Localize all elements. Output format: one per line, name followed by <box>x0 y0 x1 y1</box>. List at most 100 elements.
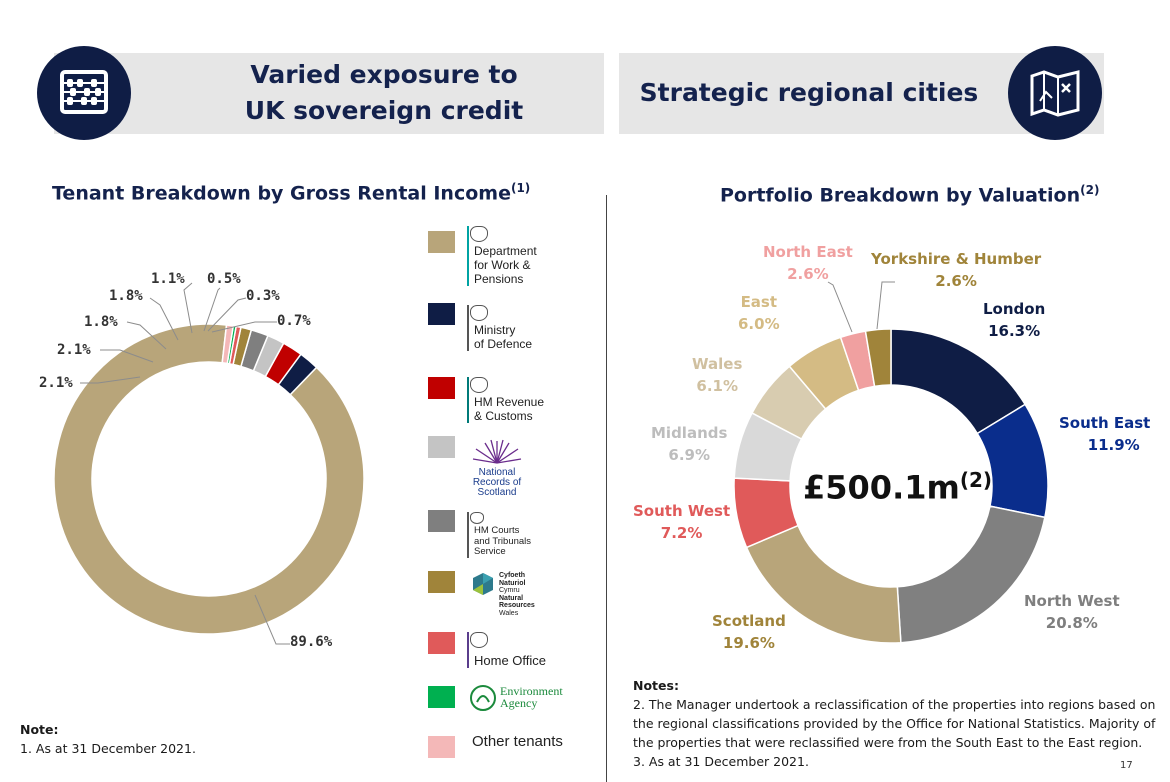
nrs-flower-icon <box>472 439 522 464</box>
nrw-logo-icon <box>473 573 493 595</box>
legend-logo-mod: Ministry of Defence <box>467 305 533 351</box>
left-note-heading: Note: <box>20 722 59 737</box>
legend-nrw-line5: Resources <box>499 602 535 609</box>
legend-swatch-home-office <box>428 632 455 654</box>
legend-nrw-line4: Natural <box>499 594 524 602</box>
legend-mod-line2: of Defence <box>474 337 533 351</box>
portfolio-donut-chart <box>733 328 1049 644</box>
region-label-yorkshire-humber-name: Yorkshire & Humber <box>871 250 1042 268</box>
legend-nrw-line2: Naturiol <box>499 579 526 587</box>
leader-line-3 <box>126 321 167 350</box>
legend-nrw-line3: Cymru <box>499 587 520 594</box>
region-label-yorkshire-humber-value: 2.6% <box>935 272 977 290</box>
legend-logo-home-office: Home Office <box>467 632 546 668</box>
right-notes-line2: 3. As at 31 December 2021. <box>633 754 809 769</box>
portfolio-breakdown-title-note: (2) <box>1080 183 1100 197</box>
region-label-scotland-name: Scotland <box>712 612 786 630</box>
region-label-scotland: Scotland 19.6% <box>712 610 786 654</box>
legend-other-tenants: Other tenants <box>472 733 563 750</box>
region-label-midlands: Midlands 6.9% <box>651 422 727 466</box>
leader-line-7 <box>207 297 247 332</box>
leader-line-9 <box>827 281 853 333</box>
region-label-east-value: 6.0% <box>738 315 780 333</box>
tenant-slice-1 <box>277 353 318 396</box>
legend-hmcts-line3: Service <box>474 546 506 557</box>
leader-line-0 <box>254 594 290 645</box>
hmrc-crest-icon <box>470 377 488 393</box>
region-label-south-west-name: South West <box>633 502 731 520</box>
region-label-north-east-value: 2.6% <box>787 265 829 283</box>
legend-hmrc-line1: HM Revenue <box>474 395 545 409</box>
tenant-breakdown-title: Tenant Breakdown by Gross Rental Income(… <box>52 181 530 204</box>
leader-line-8 <box>211 321 277 333</box>
region-label-wales-value: 6.1% <box>696 377 738 395</box>
region-label-midlands-value: 6.9% <box>668 446 711 464</box>
tenant-breakdown-title-note: (1) <box>510 181 531 195</box>
legend-nrs-line2: Records of <box>472 477 522 488</box>
legend-nrw-line6: Wales <box>499 609 519 617</box>
region-label-south-west: South West 7.2% <box>633 500 730 544</box>
tenant-label-nrs: 1.8% <box>84 314 118 330</box>
region-label-london-value: 16.3% <box>988 322 1041 340</box>
legend-mod-line1: Ministry <box>474 323 516 337</box>
leader-line-2 <box>100 349 154 363</box>
mod-crest-icon <box>470 305 488 321</box>
region-label-south-east-name: South East <box>1059 414 1151 432</box>
right-banner-title: Strategic regional cities <box>639 78 979 107</box>
region-label-london: London 16.3% <box>983 298 1045 342</box>
legend-hmcts-line1: HM Courts <box>474 525 520 536</box>
tenant-donut-chart <box>53 323 365 635</box>
tenant-label-other: 0.7% <box>277 313 311 329</box>
right-notes-line1: 2. The Manager undertook a reclassificat… <box>633 697 1156 750</box>
legend-swatch-hmcts <box>428 510 455 532</box>
legend-swatch-ea <box>428 686 455 708</box>
left-banner-title-line1: Varied exposure to <box>250 60 518 89</box>
region-slice-9 <box>864 328 892 388</box>
region-label-north-east: North East 2.6% <box>763 241 853 285</box>
section-divider <box>606 195 607 782</box>
legend-nrw-line1: Cyfoeth <box>499 572 526 579</box>
region-slice-2 <box>896 505 1046 644</box>
region-label-east-name: East <box>740 293 778 311</box>
tenant-label-ea: 0.3% <box>246 288 280 304</box>
portfolio-total-value-note: (2) <box>959 468 993 492</box>
legend-nrs-line1: National <box>478 467 516 478</box>
right-notes-heading: Notes: <box>633 678 679 693</box>
region-label-north-east-name: North East <box>763 243 853 261</box>
tenant-breakdown-title-text: Tenant Breakdown by Gross Rental Income <box>52 182 511 205</box>
legend-swatch-mod <box>428 303 455 325</box>
legend-logo-nrw: Cyfoeth Naturiol Cymru Natural Resources… <box>472 572 535 617</box>
leader-line-1 <box>80 376 141 384</box>
region-label-south-east-value: 11.9% <box>1087 436 1140 454</box>
tenant-label-nrw: 1.1% <box>151 271 185 287</box>
legend-swatch-dwp <box>428 231 455 253</box>
tenant-slice-4 <box>240 328 269 372</box>
legend-hmrc-line2: & Customs <box>474 409 533 423</box>
portfolio-breakdown-title-text: Portfolio Breakdown by Valuation <box>720 184 1081 207</box>
hmcts-crest-icon <box>470 512 484 524</box>
leader-line-4 <box>149 297 179 341</box>
legend-logo-nrs: National Records of Scotland <box>470 435 524 498</box>
region-label-north-west-value: 20.8% <box>1045 614 1098 632</box>
legend-swatch-other <box>428 736 455 758</box>
home-office-crest-icon <box>470 632 488 648</box>
ea-logo-icon <box>470 685 496 711</box>
portfolio-total-value-text: £500.1m <box>803 468 960 507</box>
region-label-midlands-name: Midlands <box>651 424 728 442</box>
portfolio-total-value: £500.1m(2) <box>803 468 992 507</box>
legend-swatch-nrs <box>428 436 455 458</box>
leader-line-10 <box>876 281 895 330</box>
tenant-slice-3 <box>252 334 285 378</box>
legend-hmcts-line2: and Tribunals <box>474 535 532 547</box>
legend-ea-line1: Environment <box>500 684 563 698</box>
region-label-london-name: London <box>983 300 1046 318</box>
region-label-east: East 6.0% <box>738 291 780 335</box>
abacus-icon <box>37 46 131 140</box>
legend-nrs-line3: Scotland <box>477 487 517 498</box>
legend-ea-line2: Agency <box>500 696 538 710</box>
tenant-label-home-office: 0.5% <box>207 271 241 287</box>
tenant-slice-8 <box>221 324 235 365</box>
label-leader-lines <box>80 281 895 645</box>
legend-swatch-nrw <box>428 571 455 593</box>
